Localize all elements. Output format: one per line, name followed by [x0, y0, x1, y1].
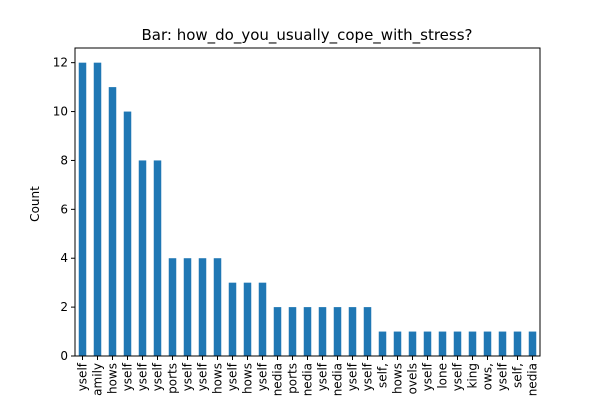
bar [78, 62, 87, 357]
x-axis: yself amily hows yself yself yself ports yself y… [76, 356, 540, 396]
chart-title: Bar: how_do_you_usually_cope_with_stress… [141, 26, 472, 45]
bar [243, 282, 252, 356]
x-tick-label: yself [196, 362, 210, 391]
x-tick-label: yself [316, 362, 330, 391]
bar [258, 282, 267, 356]
y-tick-label: 2 [60, 300, 68, 314]
x-tick-label: yself [121, 362, 135, 391]
plot-frame [74, 47, 541, 357]
x-tick-label: yself [136, 362, 150, 391]
x-tick-label: yself [76, 362, 90, 391]
x-tick-label: yself [361, 362, 375, 391]
bar [438, 331, 447, 356]
bar [318, 307, 327, 356]
bar [408, 331, 417, 356]
x-tick-label: self, [511, 363, 525, 388]
bar [288, 307, 297, 356]
x-tick-label: yself [421, 362, 435, 391]
bar [348, 307, 357, 356]
y-tick-label: 6 [60, 202, 68, 216]
bar [138, 160, 147, 356]
x-tick-label: nedia [331, 363, 345, 396]
x-tick-label: hows [106, 363, 120, 394]
bars-group [78, 62, 537, 357]
y-tick-label: 12 [53, 56, 68, 70]
y-axis-label: Count [28, 186, 42, 222]
x-tick-label: yself [346, 362, 360, 391]
bar [273, 307, 282, 356]
bar [213, 258, 222, 356]
x-tick-label: king [466, 363, 480, 389]
x-tick-label: yself [151, 362, 165, 391]
bar [228, 282, 237, 356]
x-tick-label: self, [376, 363, 390, 388]
bar [168, 258, 177, 356]
bar [333, 307, 342, 356]
bar [198, 258, 207, 356]
x-tick-label: yself [256, 362, 270, 391]
bar [453, 331, 462, 356]
bar [423, 331, 432, 356]
bar [483, 331, 492, 356]
y-tick-label: 0 [60, 349, 68, 363]
bar [378, 331, 387, 356]
x-tick-label: ovels [406, 363, 420, 394]
x-tick-label: nedia [271, 363, 285, 396]
x-tick-label: hows [241, 363, 255, 394]
x-tick-label: ports [286, 363, 300, 394]
x-tick-label: yself [226, 362, 240, 391]
x-tick-label: hows [391, 363, 405, 394]
bar [153, 160, 162, 356]
bar [183, 258, 192, 356]
y-tick-label: 10 [53, 105, 68, 119]
bar [108, 87, 117, 357]
bar [303, 307, 312, 356]
bar [498, 331, 507, 356]
x-tick-label: nedia [526, 363, 540, 396]
x-tick-label: lone [436, 363, 450, 389]
bar [393, 331, 402, 356]
x-tick-label: ows, [481, 363, 495, 390]
bar [123, 111, 132, 356]
x-tick-label: hows [211, 363, 225, 394]
bar [468, 331, 477, 356]
y-tick-label: 4 [60, 251, 68, 265]
x-tick-label: yself [451, 362, 465, 391]
bar [528, 331, 537, 356]
bar [93, 62, 102, 357]
x-tick-label: yself [496, 362, 510, 391]
x-tick-label: ports [166, 363, 180, 394]
x-tick-label: nedia [301, 363, 315, 396]
bar [363, 307, 372, 356]
x-tick-label: amily [91, 363, 105, 396]
bar [513, 331, 522, 356]
y-tick-label: 8 [60, 153, 68, 167]
y-axis: 0 2 4 6 8 10 12 [53, 56, 75, 363]
x-tick-label: yself [181, 362, 195, 391]
